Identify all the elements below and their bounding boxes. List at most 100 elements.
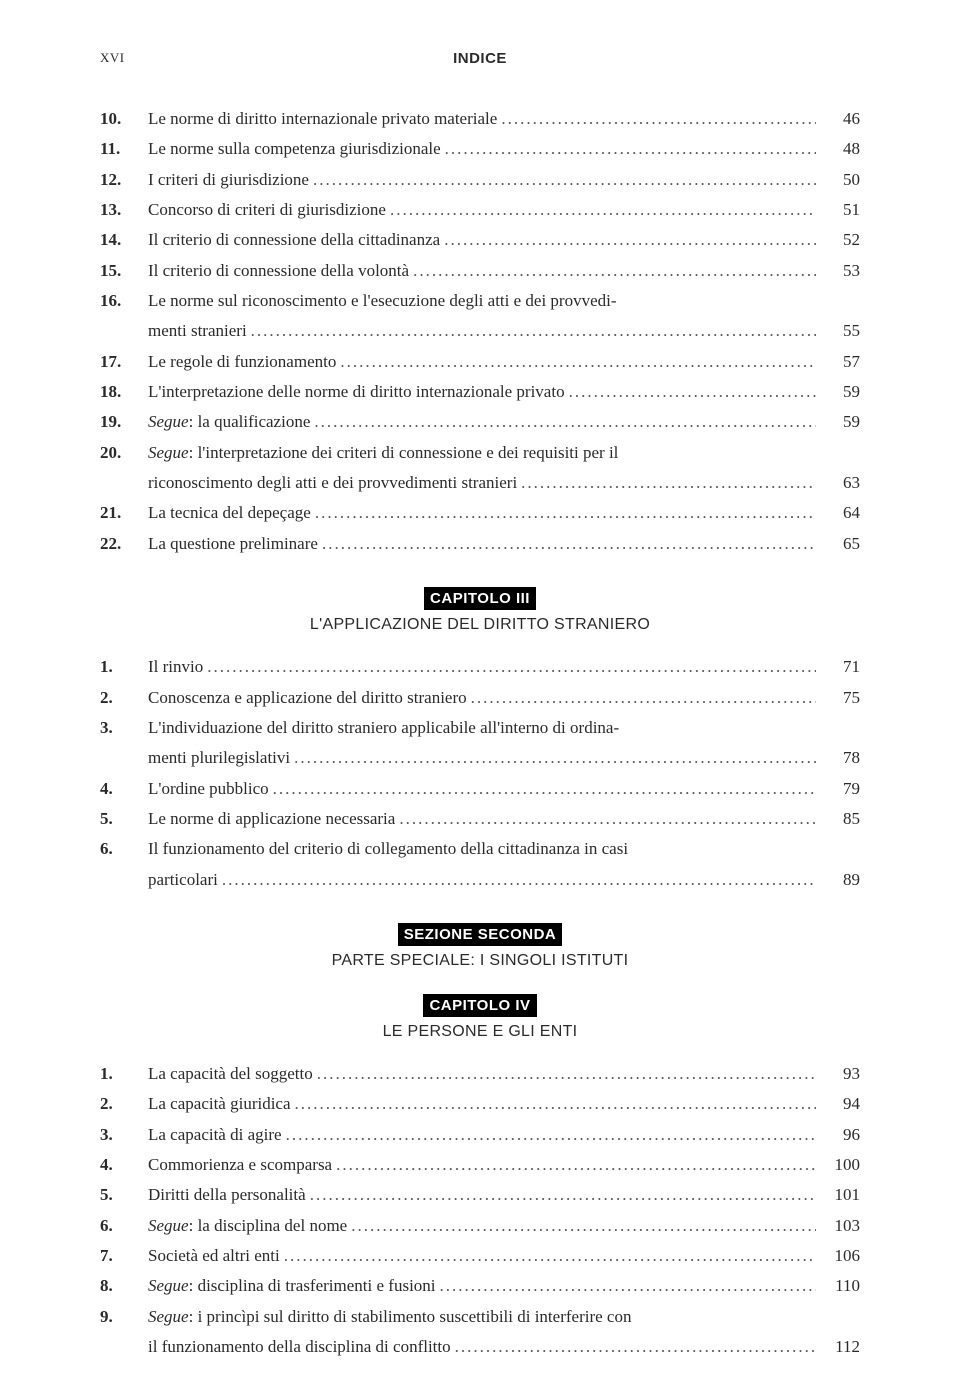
toc-number: 16. (100, 288, 148, 314)
toc-page: 59 (816, 409, 860, 435)
toc-text: L'interpretazione delle norme di diritto… (148, 379, 816, 405)
toc-entry: 17.Le regole di funzionamento57 (100, 349, 860, 375)
toc-text: menti plurilegislativi (148, 745, 816, 771)
toc-number: 3. (100, 715, 148, 741)
toc-number: 7. (100, 1243, 148, 1269)
toc-text: il funzionamento della disciplina di con… (148, 1334, 816, 1360)
toc-text: menti stranieri (148, 318, 816, 344)
toc-page: 110 (816, 1273, 860, 1299)
toc-entry: 9.Segue: i princìpi sul diritto di stabi… (100, 1304, 860, 1330)
toc-text: Il funzionamento del criterio di collega… (148, 836, 860, 862)
sezione-2-heading: SEZIONE SECONDA PARTE SPECIALE: I SINGOL… (100, 923, 860, 970)
toc-page: 93 (816, 1061, 860, 1087)
toc-text: Segue: la disciplina del nome (148, 1213, 816, 1239)
toc-section-1: 10.Le norme di diritto internazionale pr… (100, 106, 860, 557)
toc-entry: 3.L'individuazione del diritto straniero… (100, 715, 860, 741)
toc-text: I criteri di giurisdizione (148, 167, 816, 193)
toc-number: 13. (100, 197, 148, 223)
toc-entry: 5.Le norme di applicazione necessaria85 (100, 806, 860, 832)
toc-text: Segue: disciplina di trasferimenti e fus… (148, 1273, 816, 1299)
toc-text: Diritti della personalità (148, 1182, 816, 1208)
toc-page: 79 (816, 776, 860, 802)
toc-number: 3. (100, 1122, 148, 1148)
header-title: INDICE (453, 50, 507, 67)
toc-entry: 18.L'interpretazione delle norme di diri… (100, 379, 860, 405)
toc-page: 96 (816, 1122, 860, 1148)
toc-text: Il rinvio (148, 654, 816, 680)
toc-number: 2. (100, 1091, 148, 1117)
toc-page: 78 (816, 745, 860, 771)
toc-page: 51 (816, 197, 860, 223)
toc-page: 106 (816, 1243, 860, 1269)
toc-number: 6. (100, 836, 148, 862)
toc-entry: 11.Le norme sulla competenza giurisdizio… (100, 136, 860, 162)
toc-text: Il criterio di connessione della cittadi… (148, 227, 816, 253)
toc-entry: 1.Il rinvio71 (100, 654, 860, 680)
toc-text: La tecnica del depeçage (148, 500, 816, 526)
toc-number: 1. (100, 654, 148, 680)
toc-text: Le regole di funzionamento (148, 349, 816, 375)
toc-entry: 3.La capacità di agire96 (100, 1122, 860, 1148)
toc-text: L'individuazione del diritto straniero a… (148, 715, 860, 741)
sezione-badge: SEZIONE SECONDA (398, 923, 563, 946)
toc-entry: 7.Società ed altri enti106 (100, 1243, 860, 1269)
chapter-subtitle: LE PERSONE E GLI ENTI (100, 1023, 860, 1041)
toc-number: 19. (100, 409, 148, 435)
toc-number: 20. (100, 440, 148, 466)
toc-page: 52 (816, 227, 860, 253)
toc-entry: 19.Segue: la qualificazione59 (100, 409, 860, 435)
toc-chapter-3: 1.Il rinvio71 2.Conoscenza e applicazione… (100, 654, 860, 893)
toc-entry: 8.Segue: disciplina di trasferimenti e f… (100, 1273, 860, 1299)
page-number-roman: XVI (100, 50, 125, 66)
toc-page: 101 (816, 1182, 860, 1208)
toc-page: 63 (816, 470, 860, 496)
chapter-4-heading: CAPITOLO IV LE PERSONE E GLI ENTI (100, 994, 860, 1041)
toc-page: 57 (816, 349, 860, 375)
toc-number: 12. (100, 167, 148, 193)
toc-entry-continuation: menti plurilegislativi78 (100, 745, 860, 771)
toc-number: 17. (100, 349, 148, 375)
toc-number: 6. (100, 1213, 148, 1239)
toc-entry: 14.Il criterio di connessione della citt… (100, 227, 860, 253)
toc-text: La capacità di agire (148, 1122, 816, 1148)
toc-number: 15. (100, 258, 148, 284)
toc-number: 1. (100, 1061, 148, 1087)
toc-entry: 2.Conoscenza e applicazione del diritto … (100, 685, 860, 711)
toc-number: 21. (100, 500, 148, 526)
toc-entry: 5.Diritti della personalità101 (100, 1182, 860, 1208)
toc-number: 4. (100, 776, 148, 802)
toc-text: Concorso di criteri di giurisdizione (148, 197, 816, 223)
toc-entry: 4.Commorienza e scomparsa100 (100, 1152, 860, 1178)
toc-entry-continuation: riconoscimento degli atti e dei provvedi… (100, 470, 860, 496)
toc-entry: 16.Le norme sul riconoscimento e l'esecu… (100, 288, 860, 314)
toc-page: 71 (816, 654, 860, 680)
toc-entry-continuation: il funzionamento della disciplina di con… (100, 1334, 860, 1360)
sezione-subtitle: PARTE SPECIALE: I SINGOLI ISTITUTI (100, 952, 860, 970)
toc-number: 22. (100, 531, 148, 557)
toc-text: Segue: i princìpi sul diritto di stabili… (148, 1304, 860, 1330)
toc-text: riconoscimento degli atti e dei provvedi… (148, 470, 816, 496)
toc-text: Le norme di diritto internazionale priva… (148, 106, 816, 132)
toc-page: 100 (816, 1152, 860, 1178)
toc-entry: 1.La capacità del soggetto93 (100, 1061, 860, 1087)
toc-number: 8. (100, 1273, 148, 1299)
toc-page: 65 (816, 531, 860, 557)
toc-text: Le norme sul riconoscimento e l'esecuzio… (148, 288, 860, 314)
toc-page: 55 (816, 318, 860, 344)
toc-text: particolari (148, 867, 816, 893)
toc-entry: 2.La capacità giuridica94 (100, 1091, 860, 1117)
toc-entry: 21.La tecnica del depeçage64 (100, 500, 860, 526)
toc-page: 50 (816, 167, 860, 193)
toc-number: 5. (100, 1182, 148, 1208)
toc-entry-continuation: particolari89 (100, 867, 860, 893)
toc-page: 64 (816, 500, 860, 526)
toc-entry: 6.Il funzionamento del criterio di colle… (100, 836, 860, 862)
toc-number: 18. (100, 379, 148, 405)
chapter-subtitle: L'APPLICAZIONE DEL DIRITTO STRANIERO (100, 616, 860, 634)
toc-entry: 12.I criteri di giurisdizione50 (100, 167, 860, 193)
toc-number: 9. (100, 1304, 148, 1330)
chapter-badge: CAPITOLO IV (423, 994, 536, 1017)
toc-text: Le norme di applicazione necessaria (148, 806, 816, 832)
toc-number: 4. (100, 1152, 148, 1178)
toc-number: 5. (100, 806, 148, 832)
